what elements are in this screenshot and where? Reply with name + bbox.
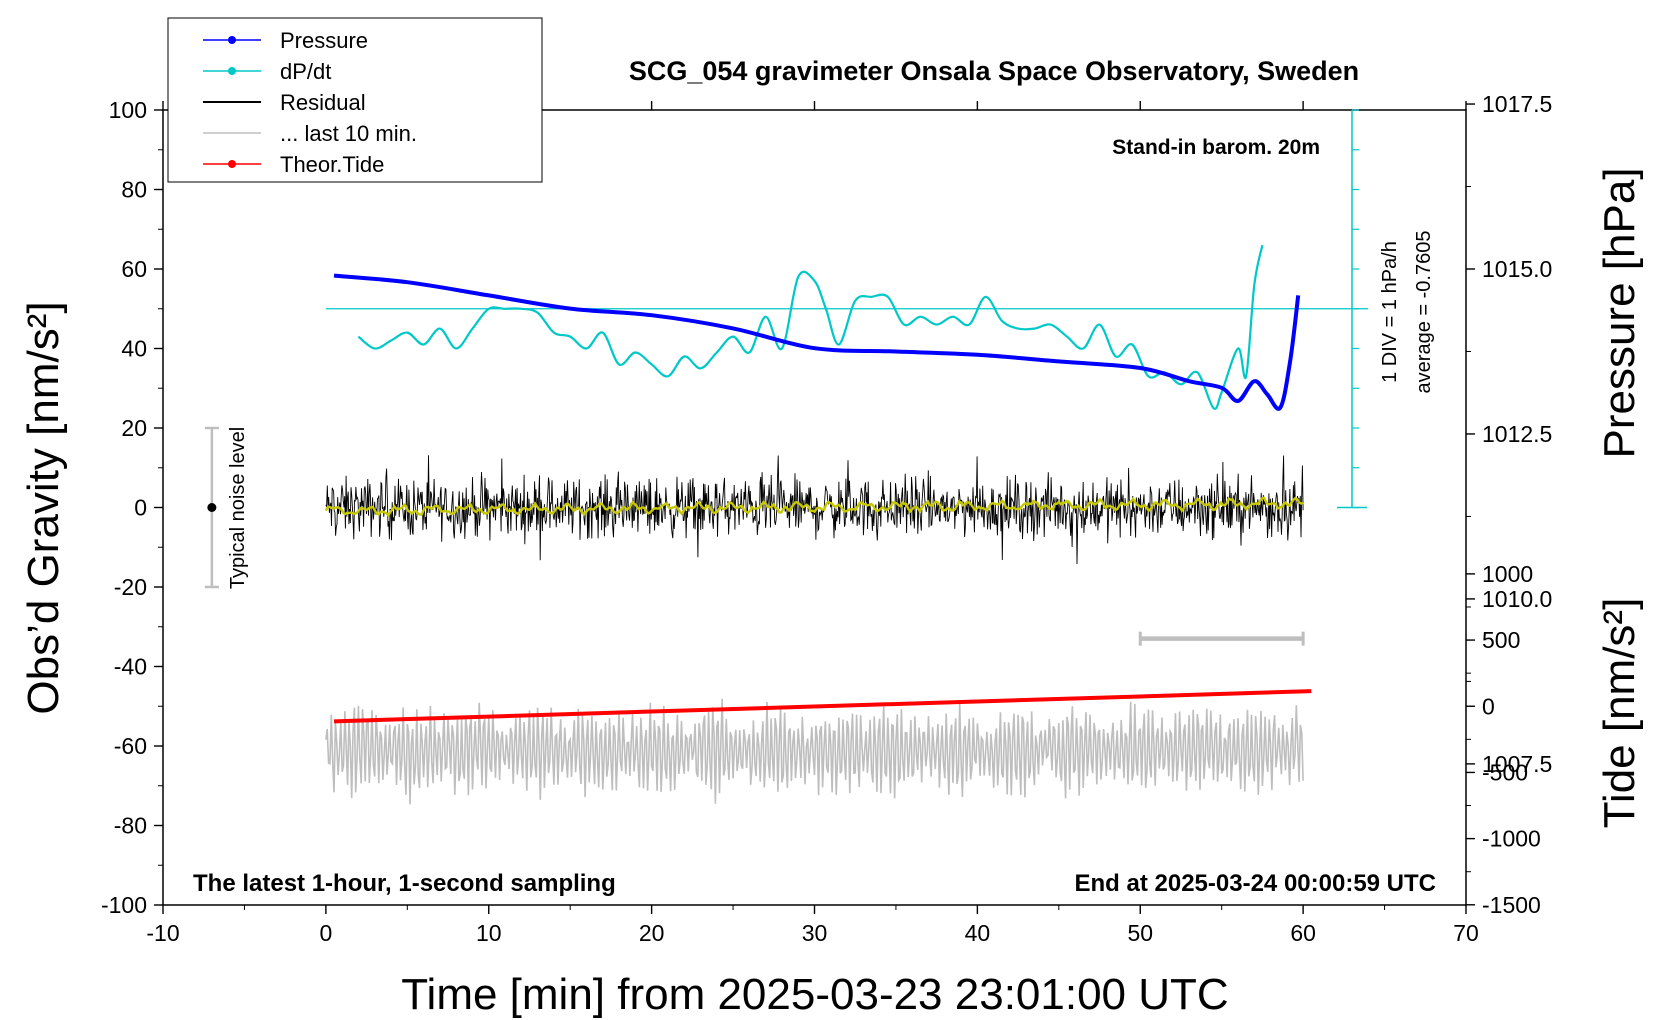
tide-tick-label: -1500 — [1482, 892, 1541, 918]
x-axis: -10 0 10 20 30 40 50 60 70 — [146, 101, 1479, 946]
legend-marker — [228, 36, 236, 44]
legend-label: Residual — [280, 90, 366, 115]
legend-marker — [228, 67, 236, 75]
pressure-tick-label: 1010.0 — [1482, 586, 1552, 612]
y-tick-label: 80 — [121, 177, 147, 203]
tide-tick-label: -500 — [1482, 759, 1528, 785]
noise-level-marker — [204, 426, 219, 589]
series-layer — [324, 244, 1369, 805]
tide-tick-label: -1000 — [1482, 826, 1541, 852]
average-label: average = -0.7605 — [1413, 231, 1435, 394]
y-axis-title-pressure: Pressure [hPa] — [1595, 167, 1644, 458]
y-tick-label: 100 — [109, 97, 147, 123]
noise-center-point — [207, 503, 217, 512]
pressure-tick-label: 1015.0 — [1482, 256, 1552, 282]
y-tick-label: 60 — [121, 256, 147, 282]
legend-label: ... last 10 min. — [280, 121, 417, 146]
div-scale-label: 1 DIV = 1 hPa/h — [1379, 241, 1401, 383]
x-tick-label: 70 — [1453, 920, 1479, 946]
x-tick-label: 60 — [1290, 920, 1316, 946]
y-tick-label: -80 — [114, 813, 147, 839]
y-tick-label: 0 — [134, 495, 147, 521]
last-10-min-scale-bar — [1138, 631, 1305, 646]
y-axis-title-gravity: Obs’d Gravity [nm/s²] — [19, 301, 68, 714]
tide-tick-label: 500 — [1482, 627, 1520, 653]
x-tick-label: 30 — [802, 920, 828, 946]
legend-box — [167, 17, 543, 183]
end-time-note: End at 2025-03-24 00:00:59 UTC — [1075, 870, 1437, 897]
x-tick-label: 20 — [639, 920, 665, 946]
y-axis-tide: -1500 -1000 -500 0 500 1000 — [1466, 561, 1541, 918]
x-tick-label: 0 — [319, 920, 332, 946]
y-tick-label: -100 — [101, 892, 147, 918]
pressure-tick-label: 1012.5 — [1482, 421, 1552, 447]
y-tick-label: -20 — [114, 574, 147, 600]
tide-tick-label: 1000 — [1482, 561, 1533, 587]
series-last-10-min — [325, 698, 1304, 805]
series-residual-smoothed — [324, 496, 1304, 518]
tide-tick-label: 0 — [1482, 693, 1495, 719]
chart-title: SCG_054 gravimeter Onsala Space Observat… — [629, 56, 1359, 86]
y-axis-pressure: 1007.5 1010.0 1012.5 1015.0 1017.5 — [1466, 91, 1552, 777]
y-tick-label: 40 — [121, 336, 147, 362]
sampling-note: The latest 1-hour, 1-second sampling — [193, 870, 616, 897]
series-dpdt — [357, 244, 1264, 410]
y-tick-label: -40 — [114, 654, 147, 680]
y-axis-gravity: -100 -80 -60 -40 -20 0 20 40 60 80 100 — [101, 97, 163, 918]
x-tick-label: 10 — [476, 920, 502, 946]
x-tick-label: 40 — [965, 920, 991, 946]
legend-marker — [228, 160, 236, 168]
pressure-tick-label: 1007.5 — [1482, 751, 1552, 777]
series-residual — [325, 455, 1304, 565]
legend-label: dP/dt — [280, 59, 331, 84]
series-pressure — [333, 273, 1301, 411]
y-axis-title-tide: Tide [nm/s²] — [1595, 598, 1644, 829]
legend-label: Theor.Tide — [280, 152, 384, 177]
pressure-tick-label: 1017.5 — [1482, 91, 1552, 117]
legend-label: Pressure — [280, 28, 368, 53]
x-tick-label: 50 — [1127, 920, 1153, 946]
series-theoretical-tide — [333, 689, 1312, 724]
y-tick-label: -60 — [114, 733, 147, 759]
legend: Pressure dP/dt Residual ... last 10 min. The… — [167, 17, 543, 183]
x-axis-title: Time [min] from 2025-03-23 23:01:00 UTC — [401, 970, 1228, 1019]
y-tick-label: 20 — [121, 415, 147, 441]
standin-barometer-note: Stand-in barom. 20m — [1112, 136, 1320, 159]
x-tick-label: -10 — [146, 920, 179, 946]
dpdt-div-ruler — [1336, 109, 1367, 509]
noise-level-label: Typical noise level — [227, 427, 249, 589]
